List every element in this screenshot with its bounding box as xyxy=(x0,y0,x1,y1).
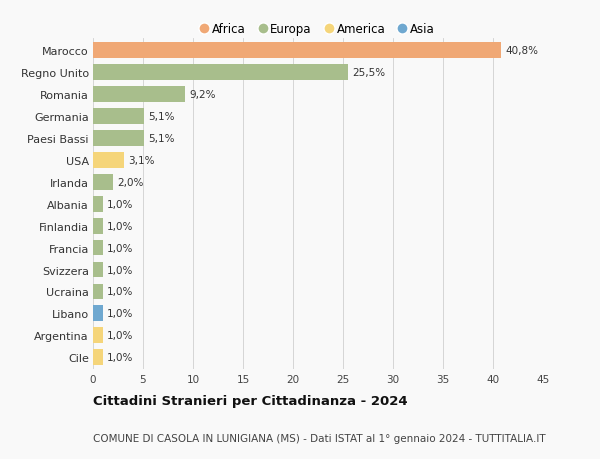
Text: 1,0%: 1,0% xyxy=(107,309,133,319)
Legend: Africa, Europa, America, Asia: Africa, Europa, America, Asia xyxy=(196,18,440,41)
Bar xyxy=(93,306,103,322)
Text: 3,1%: 3,1% xyxy=(128,156,155,166)
Text: 40,8%: 40,8% xyxy=(505,46,538,56)
Bar xyxy=(93,87,185,103)
Bar xyxy=(93,131,144,146)
Text: Cittadini Stranieri per Cittadinanza - 2024: Cittadini Stranieri per Cittadinanza - 2… xyxy=(93,394,407,407)
Bar xyxy=(93,284,103,300)
Bar xyxy=(93,218,103,234)
Text: 2,0%: 2,0% xyxy=(117,177,143,187)
Bar xyxy=(93,174,113,190)
Bar xyxy=(93,350,103,365)
Bar xyxy=(93,240,103,256)
Text: COMUNE DI CASOLA IN LUNIGIANA (MS) - Dati ISTAT al 1° gennaio 2024 - TUTTITALIA.: COMUNE DI CASOLA IN LUNIGIANA (MS) - Dat… xyxy=(93,433,545,442)
Text: 1,0%: 1,0% xyxy=(107,221,133,231)
Text: 25,5%: 25,5% xyxy=(352,68,385,78)
Bar xyxy=(93,196,103,212)
Text: 9,2%: 9,2% xyxy=(189,90,215,100)
Text: 1,0%: 1,0% xyxy=(107,199,133,209)
Bar xyxy=(93,152,124,168)
Bar xyxy=(93,328,103,343)
Text: 1,0%: 1,0% xyxy=(107,265,133,275)
Text: 1,0%: 1,0% xyxy=(107,330,133,341)
Text: 1,0%: 1,0% xyxy=(107,287,133,297)
Bar xyxy=(93,65,348,81)
Text: 1,0%: 1,0% xyxy=(107,353,133,363)
Text: 5,1%: 5,1% xyxy=(148,134,175,144)
Text: 1,0%: 1,0% xyxy=(107,243,133,253)
Bar xyxy=(93,109,144,124)
Bar xyxy=(93,262,103,278)
Text: 5,1%: 5,1% xyxy=(148,112,175,122)
Bar xyxy=(93,43,501,59)
